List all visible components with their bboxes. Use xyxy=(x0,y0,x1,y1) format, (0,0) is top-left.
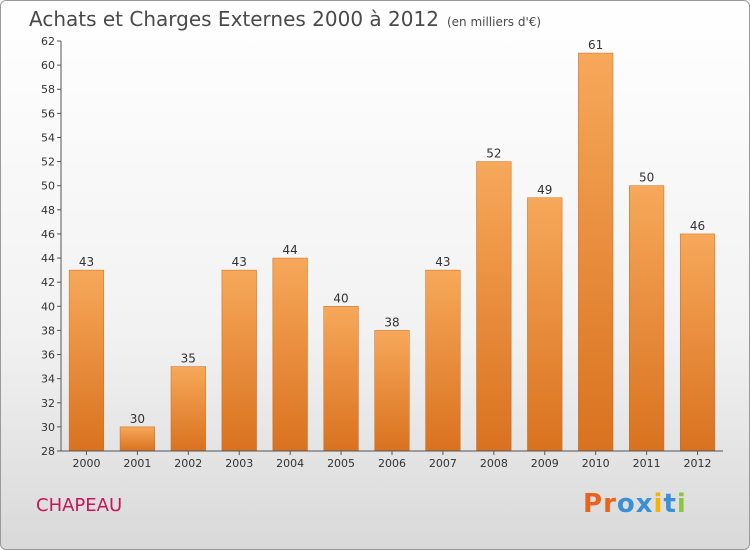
x-tick-label: 2012 xyxy=(684,457,712,470)
x-axis: 2000 2001 2002 2003 2004 2005 2006 2007 2008 2009… xyxy=(61,450,723,470)
bar-value-label: 46 xyxy=(690,219,705,233)
bar xyxy=(374,330,410,452)
y-tick-label: 30 xyxy=(41,421,55,434)
y-tick-label: 46 xyxy=(41,228,55,241)
bar-value-label: 52 xyxy=(486,147,501,161)
bar xyxy=(272,257,308,452)
y-tick-label: 32 xyxy=(41,397,55,410)
bar-value-label: 35 xyxy=(181,352,196,366)
bar xyxy=(68,269,105,452)
bar xyxy=(119,426,155,452)
logo-letter: t xyxy=(663,489,677,519)
y-tick-label: 38 xyxy=(41,324,55,337)
bar xyxy=(425,269,461,452)
x-tick-label: 2003 xyxy=(225,457,253,470)
bar xyxy=(578,52,614,452)
y-tick-label: 62 xyxy=(41,35,55,48)
y-axis: 28 30 32 34 36 38 40 42 44 46 48 50 52 54 56 58 60 62 xyxy=(41,35,62,458)
bar xyxy=(221,269,257,452)
bar-value-label: 44 xyxy=(283,243,298,257)
y-tick-label: 44 xyxy=(41,252,55,265)
x-tick-label: 2008 xyxy=(480,457,508,470)
logo-letter: r xyxy=(603,489,617,519)
bar-value-label: 50 xyxy=(639,171,654,185)
y-tick-label: 36 xyxy=(41,349,55,362)
x-tick-label: 2002 xyxy=(174,457,202,470)
logo-letter: o xyxy=(616,489,636,519)
y-tick-label: 58 xyxy=(41,83,55,96)
bar xyxy=(476,161,512,452)
y-tick-label: 40 xyxy=(41,300,55,313)
logo-letter: i xyxy=(653,489,664,519)
x-tick-label: 2007 xyxy=(429,457,457,470)
bar-value-label: 40 xyxy=(333,291,348,305)
logo-letter: P xyxy=(583,489,604,519)
bar xyxy=(527,197,563,452)
bar-value-label: 61 xyxy=(588,38,603,52)
logo-letter: x xyxy=(635,489,654,519)
x-tick-label: 2005 xyxy=(327,457,355,470)
bar xyxy=(629,185,665,452)
y-tick-label: 42 xyxy=(41,276,55,289)
proxiti-logo[interactable]: Proxiti xyxy=(583,489,687,519)
x-tick-label: 2010 xyxy=(582,457,610,470)
x-tick-label: 2004 xyxy=(276,457,304,470)
x-tick-label: 2011 xyxy=(633,457,661,470)
y-tick-label: 56 xyxy=(41,107,55,120)
y-tick-label: 54 xyxy=(41,131,55,144)
x-tick-label: 2006 xyxy=(378,457,406,470)
bar-value-label: 49 xyxy=(537,183,552,197)
title-text: Achats et Charges Externes 2000 à 2012 xyxy=(29,7,439,31)
bar-value-label: 30 xyxy=(130,412,145,426)
bar xyxy=(679,233,716,452)
y-tick-label: 52 xyxy=(41,156,55,169)
bar xyxy=(170,366,206,452)
y-tick-label: 28 xyxy=(41,445,55,458)
bar xyxy=(323,306,359,452)
chart-title: Achats et Charges Externes 2000 à 2012 (e… xyxy=(29,7,541,31)
x-tick-label: 2000 xyxy=(72,457,100,470)
x-tick-label: 2009 xyxy=(531,457,559,470)
y-tick-label: 48 xyxy=(41,204,55,217)
bars: 43 30 35 43 44 40 38 43 52 49 61 50 46 xyxy=(68,38,716,452)
bar-value-label: 43 xyxy=(79,255,94,269)
bar-value-label: 43 xyxy=(232,255,247,269)
chart-subtitle: (en milliers d'€) xyxy=(446,15,542,29)
y-tick-label: 50 xyxy=(41,180,55,193)
bar-value-label: 38 xyxy=(384,315,399,329)
logo-letter: i xyxy=(676,489,687,519)
commune-name: CHAPEAU xyxy=(36,495,123,516)
x-tick-label: 2001 xyxy=(123,457,151,470)
bar-value-label: 43 xyxy=(435,255,450,269)
y-tick-label: 34 xyxy=(41,373,55,386)
y-tick-label: 60 xyxy=(41,59,55,72)
